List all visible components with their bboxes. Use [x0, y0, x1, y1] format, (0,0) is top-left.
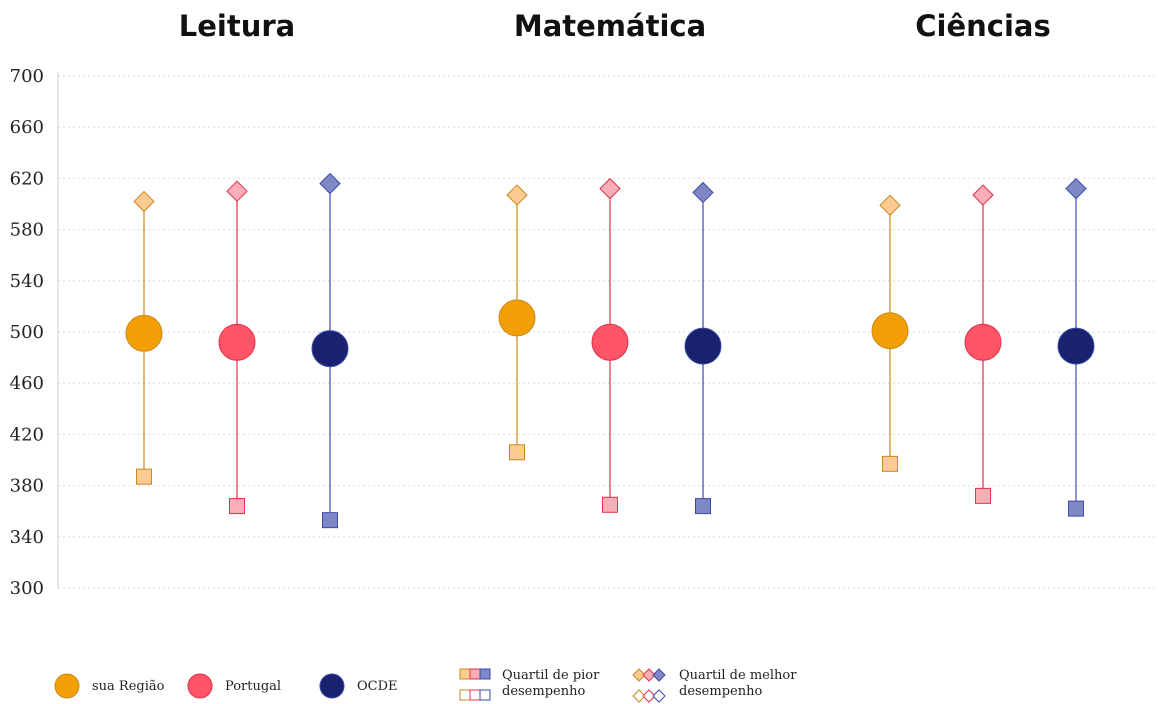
- low-quartile-marker: [509, 444, 525, 461]
- high-quartile-marker: [879, 194, 901, 216]
- low-quartile-marker: [322, 512, 338, 529]
- legend-swatch: [319, 673, 345, 699]
- legend-low-square-filled: [469, 668, 481, 680]
- legend-high-diamond-outline: [652, 689, 666, 703]
- mean-marker: [964, 323, 1002, 361]
- y-tick-label: 460: [10, 373, 44, 394]
- high-quartile-marker: [319, 172, 341, 195]
- y-tick-label: 300: [10, 578, 44, 599]
- low-quartile-marker: [602, 496, 618, 513]
- y-tick-label: 700: [10, 66, 44, 87]
- legend-high-label: Quartil de melhor: [679, 668, 797, 683]
- mean-marker: [311, 330, 349, 368]
- y-tick-label: 620: [10, 168, 44, 189]
- high-quartile-marker: [599, 177, 621, 200]
- low-quartile-marker: [695, 498, 711, 515]
- legend-low-square-outline: [459, 689, 471, 701]
- legend-label: OCDE: [357, 679, 398, 694]
- legend-low-label: desempenho: [502, 684, 585, 699]
- legend-high-label: desempenho: [679, 684, 762, 699]
- legend-high-diamond-outline: [632, 689, 646, 703]
- legend-swatch: [54, 673, 80, 699]
- mean-marker: [591, 323, 629, 361]
- y-tick-label: 380: [10, 476, 44, 497]
- legend-high-diamond-outline: [642, 689, 656, 703]
- legend-swatch: [187, 673, 213, 699]
- legend-high-diamond-filled: [642, 668, 656, 682]
- panel-title: Matemática: [514, 9, 706, 43]
- mean-marker: [218, 323, 256, 361]
- mean-marker: [498, 299, 536, 337]
- y-tick-label: 660: [10, 117, 44, 138]
- legend-label: sua Região: [92, 679, 165, 694]
- panel-title: Leitura: [179, 9, 295, 43]
- legend-high-diamond-filled: [632, 668, 646, 682]
- low-quartile-marker: [882, 455, 898, 472]
- high-quartile-marker: [972, 184, 994, 206]
- high-quartile-marker: [506, 184, 528, 206]
- legend-high-diamond-filled: [652, 668, 666, 682]
- mean-marker: [871, 312, 909, 350]
- legend-label: Portugal: [225, 679, 281, 694]
- legend-low-square-outline: [469, 689, 481, 701]
- y-tick-label: 420: [10, 424, 44, 445]
- low-quartile-marker: [229, 498, 245, 515]
- mean-marker: [684, 327, 722, 365]
- panel-title: Ciências: [915, 9, 1051, 43]
- y-tick-label: 540: [10, 271, 44, 292]
- legend-low-square-filled: [479, 668, 491, 680]
- high-quartile-marker: [226, 180, 248, 202]
- low-quartile-marker: [975, 487, 991, 504]
- high-quartile-marker: [692, 181, 714, 204]
- low-quartile-marker: [136, 468, 152, 485]
- y-tick-label: 580: [10, 220, 44, 241]
- mean-marker: [1057, 327, 1095, 365]
- legend-low-square-filled: [459, 668, 471, 680]
- legend-low-square-outline: [479, 689, 491, 701]
- legend-low-label: Quartil de pior: [502, 668, 600, 683]
- mean-marker: [125, 314, 163, 352]
- low-quartile-marker: [1068, 500, 1084, 517]
- high-quartile-marker: [1065, 177, 1087, 200]
- y-tick-label: 500: [10, 322, 44, 343]
- high-quartile-marker: [133, 190, 155, 213]
- y-tick-label: 340: [10, 527, 44, 548]
